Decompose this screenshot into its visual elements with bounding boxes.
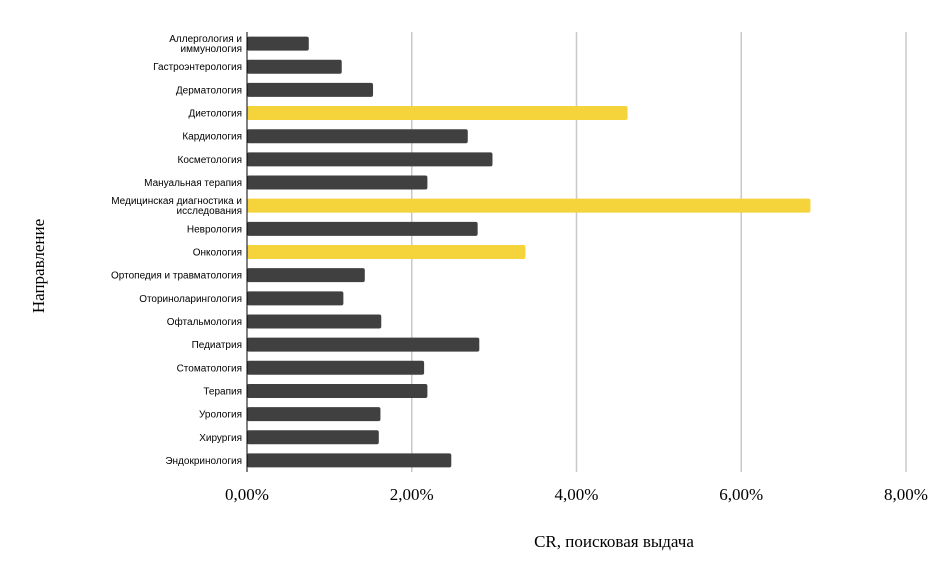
bar — [247, 129, 468, 144]
x-tick-label: 2,00% — [390, 485, 434, 504]
x-tick-label: 4,00% — [555, 485, 599, 504]
category-labels: Аллергология и иммунология Гастроэнтеролог… — [111, 34, 242, 467]
bar — [247, 175, 428, 190]
bar — [247, 383, 428, 398]
bar — [247, 360, 425, 375]
bars — [247, 36, 811, 468]
bar — [247, 337, 480, 352]
category-label: Хирургия — [199, 433, 242, 444]
category-label: Онкология — [193, 248, 242, 259]
bar — [247, 82, 374, 97]
category-label: Эндокринология — [165, 456, 242, 467]
bar — [247, 152, 493, 167]
x-tick-labels: 0,00% 2,00% 4,00% 6,00% 8,00% — [225, 485, 928, 504]
category-label: Дерматология — [176, 85, 242, 96]
category-label: Терапия — [203, 386, 242, 397]
category-label: Неврология — [187, 224, 242, 235]
x-tick-label: 6,00% — [719, 485, 763, 504]
bar — [247, 407, 381, 422]
category-label: Аллергология и иммунология — [169, 34, 242, 55]
category-label: Урология — [199, 410, 242, 421]
x-tick-label: 8,00% — [884, 485, 928, 504]
y-axis-title: Направление — [29, 219, 48, 313]
category-label: Офтальмология — [167, 316, 242, 328]
bar — [247, 198, 811, 213]
category-label: Стоматология — [177, 363, 242, 374]
category-label: Кардиология — [182, 132, 242, 143]
bar — [247, 106, 628, 121]
category-label: Педиатрия — [192, 340, 242, 351]
x-axis-title: CR, поисковая выдача — [534, 532, 694, 551]
category-label: Мануальная терапия — [144, 178, 242, 189]
bar — [247, 268, 365, 283]
category-label: Оториноларингология — [139, 294, 242, 305]
category-label: Медицинская диагностика и исследования — [111, 196, 242, 217]
bar — [247, 36, 309, 51]
bar — [247, 314, 382, 329]
bar — [247, 453, 452, 468]
bar — [247, 59, 342, 74]
category-label: Ортопедия и травматология — [111, 271, 242, 282]
category-label: Косметология — [178, 155, 242, 166]
category-label: Гастроэнтерология — [153, 62, 242, 73]
category-label: Диетология — [188, 109, 242, 120]
x-tick-label: 0,00% — [225, 485, 269, 504]
bar — [247, 221, 478, 236]
bar — [247, 245, 526, 259]
bar — [247, 291, 344, 306]
bar — [247, 430, 379, 445]
